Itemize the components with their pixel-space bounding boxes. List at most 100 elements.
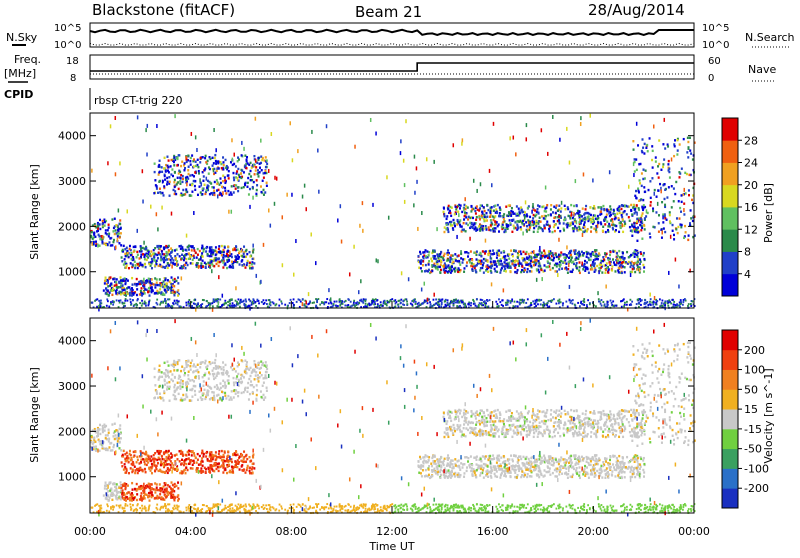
velocity-echo-cell [168,463,170,465]
power-echo-cell [590,255,592,257]
power-echo-cell [609,215,611,217]
power-echo-cell [587,228,589,230]
power-echo-cell [628,216,630,218]
power-echo-cell [562,304,564,306]
power-echo-cell [633,222,635,224]
power-echo-cell [602,256,604,258]
power-echo-cell [569,285,571,289]
power-echo-cell [219,183,221,185]
power-echo-cell [597,291,599,295]
power-echo-cell [463,271,465,273]
power-echo-cell [151,291,153,293]
power-echo-cell [165,282,167,284]
power-echo-cell [421,270,423,272]
power-echo-cell [504,268,506,270]
power-echo-cell [507,263,509,267]
power-echo-cell [541,206,543,208]
power-echo-cell [218,265,220,267]
power-echo-cell [687,156,689,158]
velocity-echo-cell [91,436,93,438]
power-echo-cell [209,193,211,195]
power-echo-cell [137,254,139,256]
power-echo-cell [430,303,432,305]
power-echo-cell [674,139,676,141]
power-echo-cell [634,170,636,172]
power-echo-cell [493,122,495,126]
power-echo-cell [658,163,660,165]
power-echo-cell [161,171,163,173]
power-echo-cell [174,263,176,265]
power-echo-cell [302,302,304,306]
power-echo-cell [643,270,645,272]
power-echo-cell [153,255,155,257]
power-echo-cell [241,169,243,171]
power-echo-cell [224,300,226,302]
power-echo-cell [471,259,473,261]
power-echo-cell [636,262,638,264]
power-echo-cell [469,237,471,241]
power-echo-cell [618,250,620,252]
velocity-echo-cell [162,471,164,473]
power-echo-cell [165,302,167,304]
power-echo-cell [449,210,451,212]
power-echo-cell [485,304,487,306]
power-echo-cell [221,186,223,188]
power-echo-cell [688,234,690,236]
power-echo-cell [599,206,601,208]
power-echo-cell [96,306,98,308]
velocity-echo-cell [227,459,229,461]
power-echo-cell [110,244,112,246]
power-echo-cell [537,208,539,210]
power-echo-cell [168,245,170,247]
power-echo-cell [185,190,187,192]
power-echo-cell [261,301,263,303]
power-echo-cell [198,170,200,172]
power-echo-cell [141,294,143,296]
power-echo-cell [690,209,692,211]
velocity-echo-cell [253,360,255,362]
power-echo-cell [688,303,690,305]
power-echo-cell [169,181,171,183]
power-echo-cell [269,303,271,305]
power-echo-cell [204,262,206,264]
velocity-echo-cell [151,463,153,465]
power-echo-cell [566,254,568,256]
power-echo-cell [167,166,169,168]
power-echo-cell [537,253,539,255]
power-echo-cell [449,269,451,271]
power-echo-cell [108,233,110,235]
velocity-echo-cell [159,393,161,395]
power-echo-cell [437,302,439,304]
power-echo-cell [127,252,129,254]
power-echo-cell [124,300,126,302]
power-echo-cell [120,291,122,293]
power-echo-cell [550,204,552,206]
power-echo-cell [232,265,234,267]
power-echo-cell [341,240,343,244]
power-echo-cell [436,227,438,231]
power-echo-cell [136,283,138,285]
power-echo-cell [658,214,660,216]
velocity-echo-cell [136,461,138,463]
power-echo-cell [212,305,214,307]
power-echo-cell [574,251,576,253]
power-echo-cell [162,192,164,194]
power-echo-cell [493,260,495,262]
power-echo-cell [305,207,307,211]
power-echo-cell [164,285,166,287]
power-echo-cell [661,302,663,304]
power-echo-cell [319,304,321,306]
power-echo-cell [108,294,110,296]
power-echo-cell [537,222,539,224]
power-echo-cell [657,165,659,167]
power-echo-cell [331,303,333,305]
power-echo-cell [563,219,565,221]
power-echo-cell [109,292,111,294]
power-echo-cell [184,167,186,169]
power-echo-cell [585,266,587,268]
colorbar-swatch [722,207,738,230]
power-echo-cell [622,252,624,254]
power-echo-cell [400,151,402,155]
power-echo-cell [360,279,362,283]
power-echo-cell [639,258,641,260]
